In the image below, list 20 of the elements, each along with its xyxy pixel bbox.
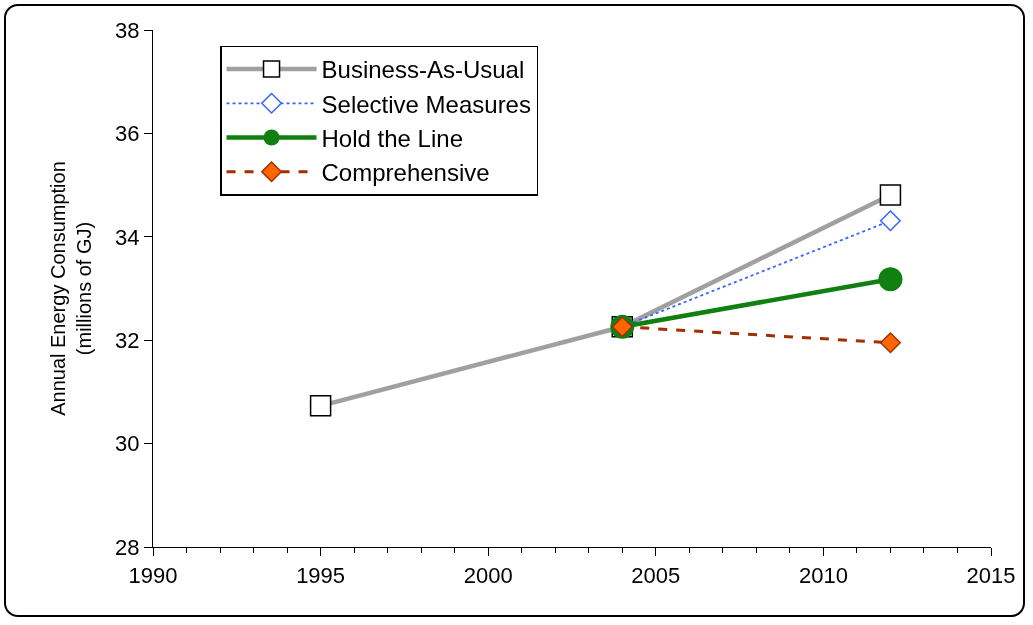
legend-label: Hold the Line (321, 124, 463, 152)
legend-label: Comprehensive (321, 159, 490, 187)
y-tick-label: 36 (115, 121, 140, 147)
x-tick-label: 2000 (463, 562, 513, 588)
x-tick-label: 1995 (296, 562, 346, 588)
y-tick-label: 28 (115, 534, 140, 560)
legend-label: Selective Measures (321, 90, 531, 118)
point (879, 210, 901, 232)
y-tick-label: 30 (115, 431, 140, 457)
x-tick-label: 1990 (128, 562, 178, 588)
y-axis-title: Annual Energy Consumption (millions of GJ) (46, 161, 95, 416)
point (879, 332, 901, 354)
y-tick-label: 34 (115, 224, 140, 250)
point (878, 267, 903, 292)
x-tick-label: 2015 (966, 562, 1016, 588)
x-tick-label: 2005 (631, 562, 681, 588)
y-tick-label: 32 (115, 327, 140, 353)
y-tick-label: 38 (115, 17, 140, 43)
x-tick-label: 2010 (798, 562, 848, 588)
legend-label: Business-As-Usual (321, 56, 525, 84)
